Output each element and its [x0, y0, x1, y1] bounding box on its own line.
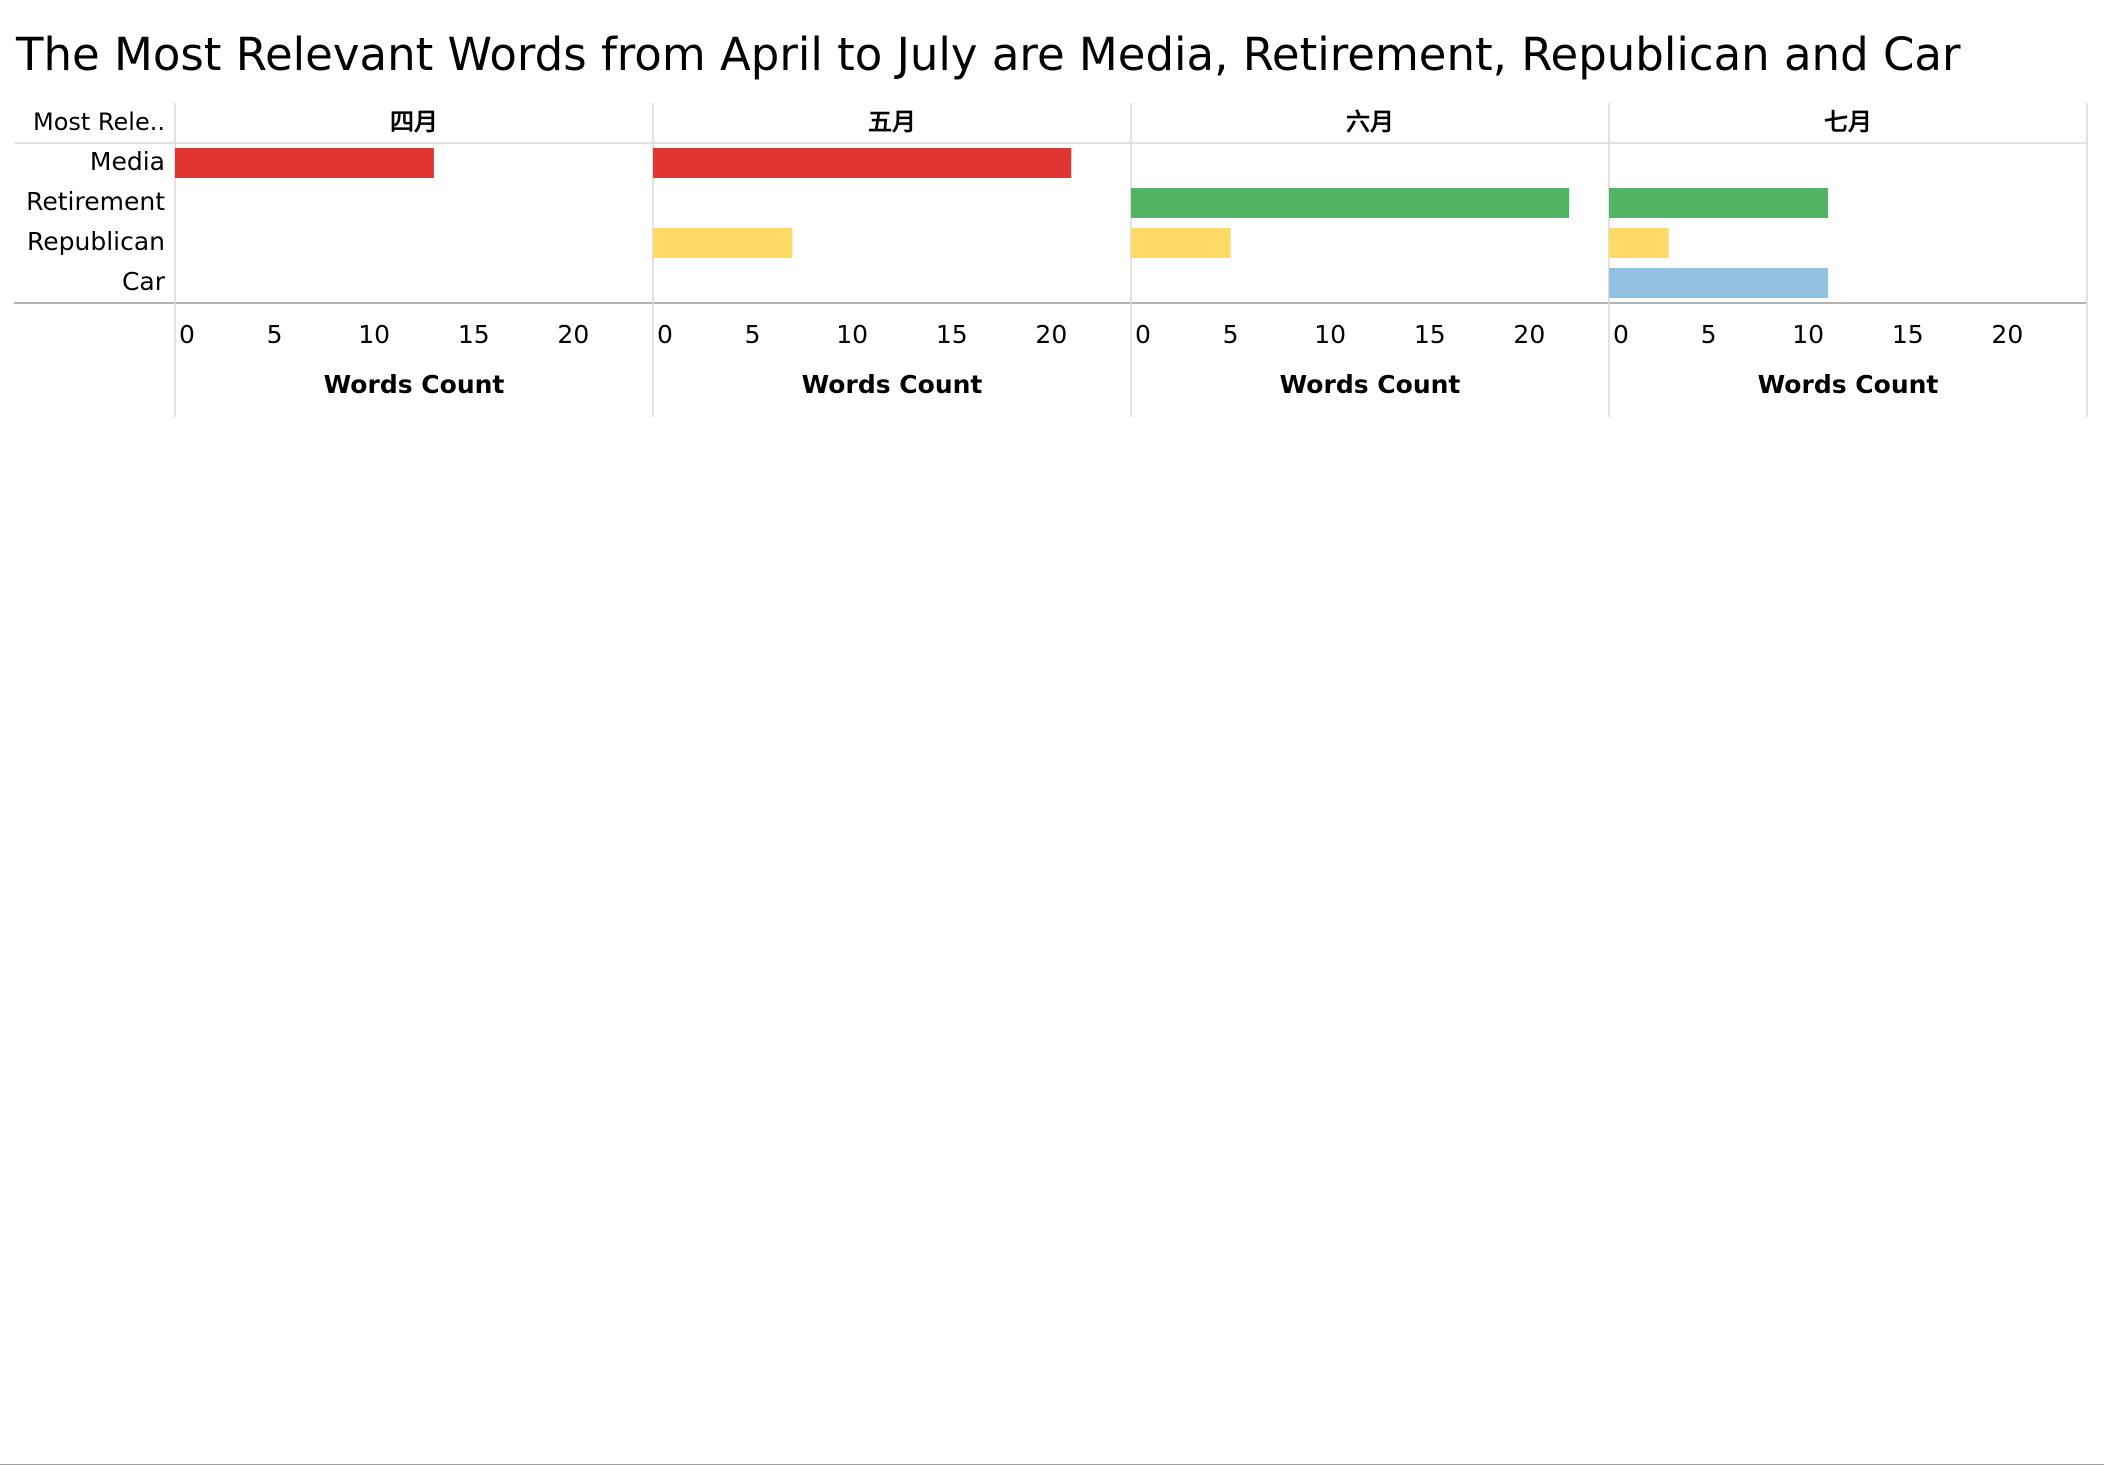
bar-3-republican — [1131, 228, 1231, 258]
x-tick-label-1-20: 20 — [557, 320, 589, 349]
panel-header-2: 五月 — [868, 108, 916, 136]
x-tick-label-4-5: 5 — [1701, 320, 1717, 349]
panel-header-1: 四月 — [390, 108, 438, 136]
bar-2-media — [653, 148, 1072, 178]
bar-1-media — [175, 148, 434, 178]
x-tick-label-3-15: 15 — [1414, 320, 1446, 349]
category-label-car: Car — [122, 267, 166, 296]
panel-header-3: 六月 — [1346, 108, 1394, 136]
bar-2-republican — [653, 228, 793, 258]
chart-title: The Most Relevant Words from April to Ju… — [16, 28, 1961, 81]
bar-4-car — [1609, 268, 1829, 298]
x-tick-label-1-10: 10 — [358, 320, 390, 349]
x-tick-label-2-5: 5 — [745, 320, 761, 349]
category-label-retirement: Retirement — [26, 187, 165, 216]
x-tick-label-3-10: 10 — [1314, 320, 1346, 349]
row-header-label: Most Rele.. — [33, 108, 165, 136]
x-tick-label-4-20: 20 — [1991, 320, 2023, 349]
x-tick-label-1-5: 5 — [267, 320, 283, 349]
x-axis-title-3: Words Count — [1280, 370, 1461, 399]
x-tick-label-3-0: 0 — [1135, 320, 1151, 349]
x-tick-label-4-15: 15 — [1892, 320, 1924, 349]
x-tick-label-4-0: 0 — [1613, 320, 1629, 349]
x-tick-label-2-20: 20 — [1035, 320, 1067, 349]
x-tick-label-2-10: 10 — [836, 320, 868, 349]
x-axis-title-4: Words Count — [1758, 370, 1939, 399]
x-axis-title-2: Words Count — [802, 370, 983, 399]
x-tick-label-2-0: 0 — [657, 320, 673, 349]
x-tick-label-3-5: 5 — [1223, 320, 1239, 349]
panel-header-4: 七月 — [1824, 108, 1872, 136]
bottom-border — [0, 1464, 2104, 1465]
category-label-republican: Republican — [27, 227, 165, 256]
x-tick-label-1-15: 15 — [458, 320, 490, 349]
x-tick-label-2-15: 15 — [936, 320, 968, 349]
x-axis-title-1: Words Count — [324, 370, 505, 399]
category-label-media: Media — [90, 147, 165, 176]
bar-4-retirement — [1609, 188, 1829, 218]
x-tick-label-1-0: 0 — [179, 320, 195, 349]
bar-4-republican — [1609, 228, 1669, 258]
x-tick-label-4-10: 10 — [1792, 320, 1824, 349]
x-tick-label-3-20: 20 — [1513, 320, 1545, 349]
bar-3-retirement — [1131, 188, 1570, 218]
